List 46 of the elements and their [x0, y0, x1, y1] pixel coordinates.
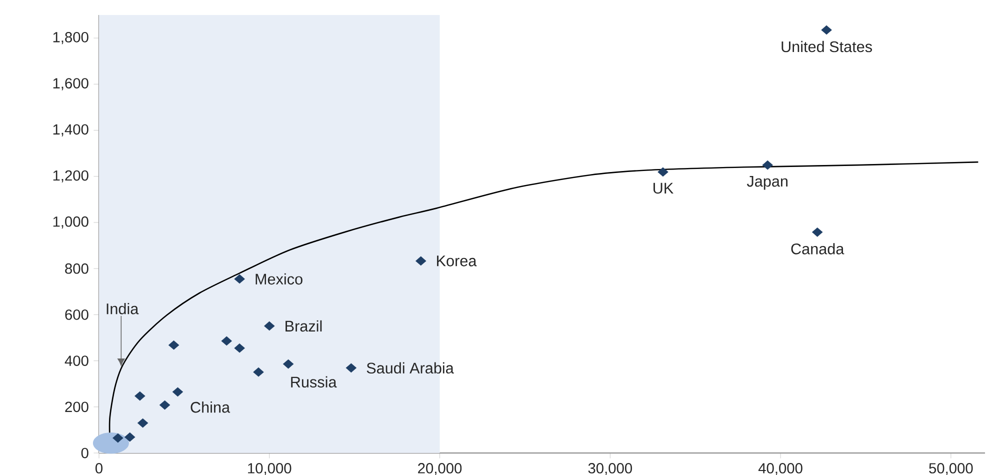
y-tick-label: 1,600 [53, 78, 88, 90]
x-tick-label: 30,000 [588, 463, 632, 475]
point [234, 344, 245, 353]
point [283, 359, 294, 369]
y-tick-label: 600 [65, 310, 88, 320]
y-tick-label: 200 [65, 402, 88, 412]
point [346, 363, 356, 373]
point [234, 274, 245, 284]
point [172, 387, 183, 397]
y-tick-label: 1,800 [53, 32, 88, 44]
point [168, 340, 180, 350]
x-tick-label: 0 [95, 463, 102, 474]
point [112, 433, 124, 443]
x-tick-label: 20,000 [418, 463, 462, 475]
annotation: Mexico [256, 273, 302, 285]
annotation: UK [654, 182, 674, 194]
y-tick-label: 1,000 [53, 216, 88, 229]
x-tick-label: 40,000 [758, 463, 802, 475]
point [821, 25, 832, 35]
point [160, 400, 170, 410]
y-tick-label: 0 [81, 448, 88, 458]
annotation: United States [782, 40, 872, 52]
x-tick-label: 50,000 [929, 463, 973, 475]
point [253, 367, 264, 377]
x-tick-label: 10,000 [248, 463, 292, 475]
annotation: China [190, 402, 230, 413]
point [124, 432, 136, 442]
annotation: Canada [791, 243, 844, 254]
y-tick-label: 400 [64, 356, 88, 366]
point [134, 391, 146, 401]
annotation: Korea [437, 256, 477, 266]
annotation: Saudi Arabia [366, 362, 454, 374]
annotation: India [106, 303, 139, 314]
point [812, 228, 823, 237]
point [762, 160, 773, 170]
point [264, 321, 275, 331]
annotation: Russia [291, 376, 337, 388]
annotation: Japan [746, 176, 788, 190]
y-tick-label: 1,200 [53, 170, 88, 182]
point [138, 418, 148, 428]
annotation: Brazil [286, 320, 322, 332]
point [658, 167, 668, 177]
y-tick-label: 800 [65, 263, 88, 274]
y-tick-label: 1,400 [53, 124, 88, 136]
point [221, 336, 232, 346]
point [416, 256, 426, 266]
